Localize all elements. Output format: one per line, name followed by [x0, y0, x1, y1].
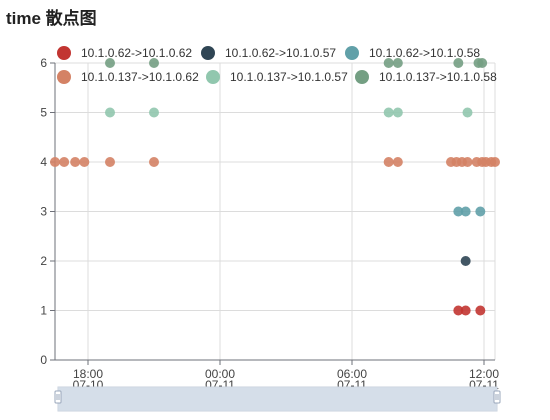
legend-item[interactable]: 10.1.0.137->10.1.0.62 — [57, 70, 199, 84]
legend-marker — [201, 46, 215, 60]
data-zoom-slider[interactable] — [54, 386, 501, 412]
zoom-selection[interactable] — [58, 387, 497, 411]
legend-label: 10.1.0.137->10.1.0.58 — [379, 70, 497, 84]
legend-marker — [345, 46, 359, 60]
y-tick-label: 3 — [40, 205, 47, 219]
y-tick-label: 6 — [40, 56, 47, 70]
legend-label: 10.1.0.62->10.1.0.58 — [369, 46, 480, 60]
data-points — [50, 58, 500, 316]
legend-item[interactable]: 10.1.0.137->10.1.0.57 — [206, 70, 348, 84]
y-tick-label: 2 — [40, 254, 47, 268]
data-point-series-5[interactable] — [383, 58, 394, 68]
data-point-series-0[interactable] — [475, 305, 486, 316]
zoom-handle[interactable] — [54, 390, 62, 404]
legend-item[interactable]: 10.1.0.137->10.1.0.58 — [355, 70, 497, 84]
legend-item[interactable]: 10.1.0.62->10.1.0.58 — [345, 46, 480, 60]
y-tick-label: 5 — [40, 106, 47, 120]
x-tick-label: 06:00 — [337, 367, 367, 381]
x-tick-label: 12:00 — [469, 367, 499, 381]
chart-title: time 散点图 — [6, 9, 97, 28]
legend-marker — [206, 70, 220, 84]
data-point-series-1[interactable] — [460, 256, 471, 266]
data-point-series-3[interactable] — [59, 157, 70, 167]
data-point-series-5[interactable] — [453, 58, 464, 68]
data-point-series-3[interactable] — [149, 157, 159, 167]
data-point-series-5[interactable] — [392, 58, 403, 68]
data-point-series-3[interactable] — [392, 157, 403, 167]
legend-label: 10.1.0.137->10.1.0.62 — [81, 70, 199, 84]
legend-marker — [57, 46, 71, 60]
legend-label: 10.1.0.62->10.1.0.57 — [225, 46, 336, 60]
zoom-handle[interactable] — [493, 390, 501, 404]
legend-item[interactable]: 10.1.0.62->10.1.0.62 — [57, 46, 192, 60]
data-point-series-2[interactable] — [475, 206, 486, 217]
grid — [55, 62, 496, 360]
x-tick-label: 18:00 — [73, 367, 103, 381]
data-point-series-3[interactable] — [462, 157, 473, 167]
data-point-series-4[interactable] — [392, 107, 403, 118]
y-tick-label: 0 — [40, 353, 47, 367]
data-point-series-0[interactable] — [460, 305, 471, 316]
legend-item[interactable]: 10.1.0.62->10.1.0.57 — [201, 46, 336, 60]
data-point-series-3[interactable] — [50, 157, 60, 167]
y-tick-label: 1 — [40, 304, 47, 318]
legend-label: 10.1.0.137->10.1.0.57 — [230, 70, 348, 84]
data-point-series-3[interactable] — [383, 157, 394, 167]
data-point-series-3[interactable] — [70, 157, 81, 167]
legend: 10.1.0.62->10.1.0.62 10.1.0.62->10.1.0.57… — [57, 46, 497, 84]
data-point-series-3[interactable] — [79, 157, 90, 167]
legend-label: 10.1.0.62->10.1.0.62 — [81, 46, 192, 60]
data-point-series-4[interactable] — [462, 107, 473, 118]
x-tick-label: 00:00 — [205, 367, 235, 381]
legend-marker — [355, 70, 369, 84]
legend-marker — [57, 70, 71, 84]
data-point-series-0[interactable] — [453, 305, 464, 316]
data-point-series-4[interactable] — [105, 107, 115, 118]
data-point-series-2[interactable] — [453, 206, 464, 217]
data-point-series-5[interactable] — [477, 58, 488, 68]
data-point-series-4[interactable] — [149, 107, 159, 118]
y-tick-label: 4 — [40, 155, 47, 169]
data-point-series-5[interactable] — [105, 58, 115, 68]
axes: 012345618:0007-1000:0007-1106:0007-1112:… — [40, 56, 499, 392]
data-point-series-3[interactable] — [490, 157, 500, 167]
data-point-series-3[interactable] — [105, 157, 115, 167]
data-point-series-5[interactable] — [149, 58, 159, 68]
data-point-series-2[interactable] — [460, 206, 471, 217]
data-point-series-4[interactable] — [383, 107, 394, 118]
